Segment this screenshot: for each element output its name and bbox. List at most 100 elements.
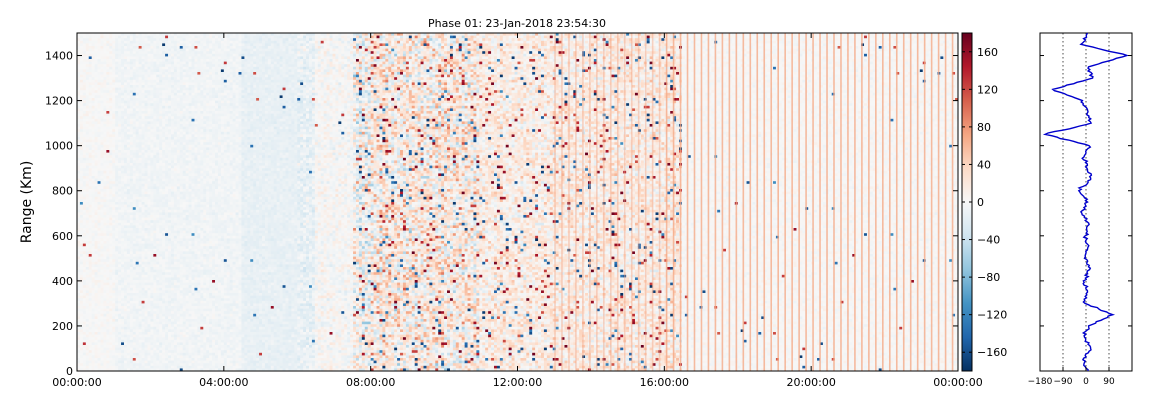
heatmap-cell (150, 241, 153, 244)
heatmap-cell (147, 337, 150, 340)
heatmap-cell (130, 124, 133, 127)
heatmap-cell (127, 90, 130, 93)
heatmap-cell (142, 147, 145, 150)
heatmap-cell (118, 319, 121, 322)
heatmap-cell (112, 293, 115, 296)
heatmap-cell (95, 163, 98, 166)
heatmap-cell (136, 316, 139, 319)
heatmap-cell (150, 350, 153, 353)
heatmap-cell (83, 353, 86, 356)
heatmap-cell (103, 140, 106, 143)
heatmap-cell (139, 173, 142, 176)
heatmap-cell (124, 116, 127, 119)
heatmap-cell (133, 54, 136, 57)
heatmap-cell (130, 43, 133, 46)
heatmap-cell (109, 153, 112, 156)
heatmap-cell (89, 114, 92, 117)
heatmap-cell (95, 340, 98, 343)
heatmap-cell (153, 220, 156, 223)
heatmap-cell (106, 353, 109, 356)
heatmap-cell (121, 160, 124, 163)
heatmap-cell (109, 348, 112, 351)
heatmap-cell (133, 220, 136, 223)
heatmap-cell (83, 275, 86, 278)
heatmap-cell (106, 303, 109, 306)
heatmap-cell (130, 353, 133, 356)
heatmap-cell (118, 228, 121, 231)
heatmap-cell (98, 150, 101, 153)
heatmap-cell (89, 293, 92, 296)
heatmap-cell (83, 93, 86, 96)
heatmap-cell (121, 116, 124, 119)
heatmap-cell (95, 160, 98, 163)
heatmap-cell (127, 288, 130, 291)
heatmap-cell (142, 275, 145, 278)
heatmap-cell (130, 192, 133, 195)
heatmap-cell (95, 290, 98, 293)
heatmap-cell (83, 238, 86, 241)
heatmap-cell (103, 215, 106, 218)
heatmap-cell (115, 54, 118, 57)
heatmap-cell (103, 132, 106, 135)
heatmap-cell (136, 324, 139, 327)
heatmap-cell (145, 267, 148, 270)
heatmap-cell (83, 249, 86, 252)
heatmap-cell (80, 199, 83, 202)
heatmap-cell (109, 340, 112, 343)
heatmap-cell (142, 246, 145, 249)
heatmap-cell (127, 194, 130, 197)
heatmap-cell (124, 121, 127, 124)
heatmap-cell (109, 220, 112, 223)
heatmap-cell (130, 220, 133, 223)
heatmap-cell (95, 285, 98, 288)
heatmap-cell (147, 288, 150, 291)
heatmap-cell (150, 267, 153, 270)
heatmap-cell (136, 189, 139, 192)
heatmap-cell (127, 228, 130, 231)
heatmap-cell (95, 127, 98, 130)
heatmap-cell (103, 262, 106, 265)
heatmap-cell (136, 309, 139, 312)
heatmap-cell (153, 90, 156, 93)
heatmap-cell (95, 158, 98, 161)
heatmap-cell (118, 257, 121, 260)
heatmap-cell (133, 298, 136, 301)
heatmap-cell (109, 277, 112, 280)
heatmap-cell (103, 59, 106, 62)
heatmap-cell (103, 101, 106, 104)
heatmap-cell (153, 280, 156, 283)
heatmap-cell (147, 101, 150, 104)
heatmap-cell (92, 119, 95, 122)
heatmap-cell (98, 103, 101, 106)
heatmap-cell (124, 140, 127, 143)
heatmap-cell (124, 199, 127, 202)
heatmap-cell (106, 309, 109, 312)
heatmap-cell (89, 46, 92, 49)
heatmap-cell (80, 43, 83, 46)
heatmap-cell (86, 114, 89, 117)
heatmap-cell (115, 116, 118, 119)
heatmap-cell (115, 82, 118, 85)
heatmap-cell (89, 337, 92, 340)
heatmap-cell (100, 184, 103, 187)
heatmap-cell (92, 111, 95, 114)
heatmap-cell (150, 272, 153, 275)
heatmap-cell (130, 150, 133, 153)
heatmap-cell (130, 72, 133, 75)
heatmap-cell (80, 246, 83, 249)
heatmap-cell (142, 324, 145, 327)
heatmap-cell (95, 95, 98, 98)
heatmap-cell (118, 262, 121, 265)
heatmap-cell (100, 215, 103, 218)
heatmap-cell (106, 350, 109, 353)
heatmap-cell (92, 259, 95, 262)
heatmap-cell (109, 205, 112, 208)
heatmap-cell (136, 296, 139, 299)
heatmap-cell (127, 329, 130, 332)
heatmap-cell (121, 345, 124, 348)
heatmap-cell (133, 72, 136, 75)
heatmap-cell (150, 127, 153, 130)
heatmap-cell (80, 257, 83, 260)
heatmap-cell (153, 184, 156, 187)
heatmap-cell (150, 319, 153, 322)
